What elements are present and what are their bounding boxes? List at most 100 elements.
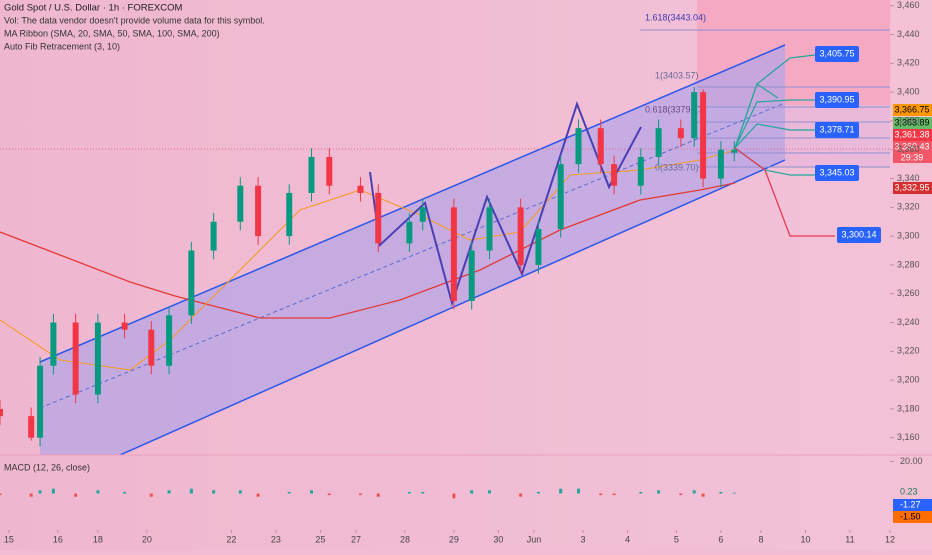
countdown: 29:39 <box>901 152 924 162</box>
channel-upper <box>39 44 786 363</box>
candle-body <box>535 228 542 265</box>
indicator-note: MA Ribbon (SMA, 20, SMA, 50, SMA, 100, S… <box>4 28 220 38</box>
fib-label: 0(3339.70) <box>655 162 699 172</box>
x-tick-label: 16 <box>53 534 63 544</box>
x-tick-label: 15 <box>4 534 14 544</box>
y-tick-label: 3,240 <box>897 317 920 327</box>
y-tick-label: 3,200 <box>897 375 920 385</box>
chart-title: Gold Spot / U.S. Dollar · 1h · FOREXCOM <box>4 3 183 14</box>
y-tick-label: 3,380 <box>897 115 920 125</box>
macd-bar <box>577 488 580 494</box>
x-tick-label: 28 <box>400 534 410 544</box>
x-tick-label: 3 <box>580 534 585 544</box>
fib-label: 1(3403.57) <box>655 70 699 80</box>
price-tag: 3,363.89 <box>894 117 929 127</box>
y-tick-label: 3,340 <box>897 173 920 183</box>
macd-label: -1.27 <box>900 499 921 509</box>
price-tags: 3,366.75 3,363.89 3,361.38 3,360.4329:39… <box>893 104 932 194</box>
candle-body <box>286 192 293 237</box>
candle-body <box>72 322 79 395</box>
tag-box <box>893 129 932 141</box>
macd-label: -1.50 <box>900 511 921 521</box>
x-tick-label: 6 <box>718 534 723 544</box>
y-tick-label: 20.00 <box>900 456 923 466</box>
indicator-note: Vol: The data vendor doesn't provide vol… <box>4 15 265 25</box>
candle-body <box>326 156 333 186</box>
x-tick-label: 18 <box>93 534 103 544</box>
fib-label: 1.618(3443.04) <box>645 12 706 22</box>
candle-body <box>468 250 475 301</box>
projection-down <box>734 147 835 237</box>
macd-bar <box>376 493 380 497</box>
macd-bar <box>701 493 705 497</box>
candle-body <box>691 92 698 139</box>
tag-box <box>893 104 932 116</box>
y-tick-label: 3,160 <box>897 432 920 442</box>
x-tick-label: 8 <box>758 534 763 544</box>
candle-body <box>731 149 738 153</box>
channel-lower <box>119 159 786 456</box>
indicator-note: Auto Fib Retracement (3, 10) <box>4 41 120 51</box>
candle-body <box>419 207 426 222</box>
candle-body <box>308 156 315 193</box>
macd-bar <box>29 493 33 497</box>
price-tag: 3,360.43 <box>894 141 929 151</box>
x-tick-label: 27 <box>351 534 361 544</box>
x-tick-label: 12 <box>885 534 895 544</box>
macd-bar <box>559 488 563 494</box>
candle-body <box>406 221 413 244</box>
macd-bar <box>488 490 491 494</box>
x-tick-label: 4 <box>625 534 630 544</box>
candle-body <box>597 128 604 165</box>
price-axis <box>890 0 932 550</box>
target-label: 3,378.71 <box>819 124 854 134</box>
target-label: 3,405.75 <box>819 48 854 58</box>
candle-body <box>575 128 582 165</box>
macd-bar <box>421 491 425 494</box>
macd-bar <box>123 491 127 494</box>
target-label: 3,345.03 <box>819 167 854 177</box>
x-tick-label: 22 <box>226 534 236 544</box>
candle-body <box>517 207 524 265</box>
candle-body <box>188 250 195 316</box>
x-tick-label: 11 <box>845 534 854 544</box>
candle-body <box>611 164 618 186</box>
macd-bar <box>732 492 736 494</box>
candle-body <box>28 416 35 438</box>
candle-body <box>450 207 457 301</box>
macd-bar <box>0 493 2 496</box>
macd-bar <box>189 488 193 494</box>
macd-title: MACD (12, 26, close) <box>4 462 90 472</box>
macd-bar <box>657 490 661 494</box>
price-tag: 3,332.95 <box>894 182 929 192</box>
y-tick-label: 3,360 <box>897 144 920 154</box>
candle-body <box>237 185 244 222</box>
candle-body <box>94 322 101 395</box>
target-labels: 3,405.75 3,390.95 3,378.71 3,345.03 3,30… <box>815 46 881 243</box>
macd-bar <box>536 491 540 494</box>
macd-bar <box>612 493 616 496</box>
target-label: 3,390.95 <box>819 94 854 104</box>
macd-bar <box>74 493 78 497</box>
y-tick-label: 3,400 <box>897 87 920 97</box>
y-tick-label: 3,320 <box>897 202 920 212</box>
candle-body <box>121 322 128 330</box>
x-tick-label: 5 <box>674 534 679 544</box>
macd-bar <box>238 490 242 494</box>
y-tick-label: 3,280 <box>897 259 920 269</box>
y-tick-label: 3,420 <box>897 58 920 68</box>
candle-body <box>375 192 382 244</box>
candle-body <box>37 365 44 438</box>
target-box <box>815 46 859 62</box>
candle-body <box>486 207 493 251</box>
macd-bar <box>38 490 42 494</box>
candle-body <box>677 128 684 139</box>
x-tick-label: Jun <box>527 534 542 544</box>
macd-bar <box>358 493 362 496</box>
price-tag: 3,361.38 <box>894 129 929 139</box>
target-box <box>837 227 881 243</box>
macd-bar <box>149 493 153 497</box>
x-tick-label: 30 <box>493 534 503 544</box>
